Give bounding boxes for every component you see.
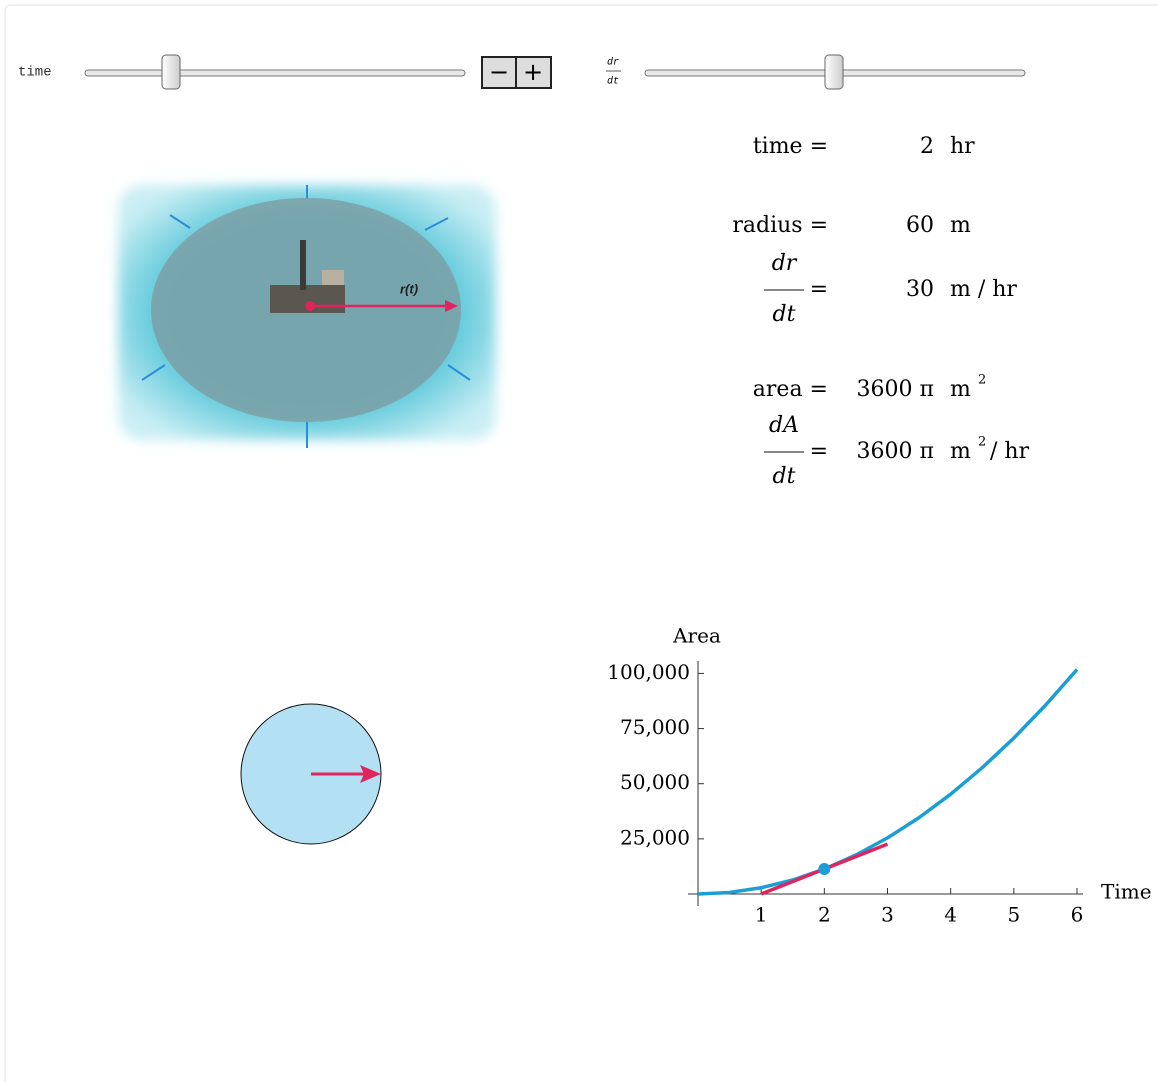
readout-value: 3600 π: [857, 377, 934, 402]
readout-value: 30: [906, 277, 934, 302]
slider-label-denominator: dt: [607, 76, 619, 88]
oil-spill-illustration: r(t): [118, 185, 496, 448]
manipulate-panel: time − + dr dt r(t) time = 2 hr radius = 60 m…: [0, 0, 1158, 1082]
x-tick-label: 3: [881, 903, 894, 927]
slider-label-numerator: dr: [607, 57, 619, 69]
readout-unit-exponent: 2: [978, 435, 986, 450]
page: time − + dr dt r(t) time = 2 hr radius = 60 m…: [0, 0, 1158, 1082]
current-point: [818, 863, 830, 875]
readout-equals: =: [810, 277, 828, 302]
readout-unit-tail: / hr: [990, 439, 1030, 464]
readout-equals: =: [810, 439, 828, 464]
readout-unit: m / hr: [950, 277, 1017, 302]
readout-unit-exponent: 2: [978, 373, 986, 388]
x-tick-label: 5: [1007, 903, 1020, 927]
readout-unit: m: [950, 377, 971, 402]
minus-label[interactable]: −: [489, 58, 509, 86]
readout-numerator: dr: [772, 251, 798, 276]
readout-label: time =: [753, 134, 828, 159]
x-tick-label: 2: [818, 903, 831, 927]
plus-label[interactable]: +: [523, 58, 543, 86]
slider-label: time: [18, 65, 52, 81]
readout-value: 2: [920, 134, 934, 159]
readout-unit: m: [950, 213, 971, 238]
readout-denominator: dt: [773, 302, 796, 327]
slider-track[interactable]: [85, 70, 465, 76]
readout-denominator: dt: [773, 464, 796, 489]
x-axis-label: Time: [1101, 880, 1152, 904]
readout-value: 60: [906, 213, 934, 238]
y-tick-label: 50,000: [620, 770, 690, 794]
frame: [5, 5, 1158, 1082]
readout-unit: m: [950, 439, 971, 464]
y-tick-label: 75,000: [620, 715, 690, 739]
readout-label: radius =: [732, 213, 828, 238]
readout-numerator: dA: [769, 413, 799, 438]
readout-unit: hr: [950, 134, 975, 159]
slider-thumb[interactable]: [162, 55, 180, 89]
y-tick-label: 100,000: [607, 660, 690, 684]
y-axis-label: Area: [672, 624, 721, 648]
x-tick-label: 1: [755, 903, 768, 927]
radius-label: r(t): [400, 281, 418, 296]
readout-value: 3600 π: [857, 439, 934, 464]
slider-thumb[interactable]: [825, 55, 843, 89]
readout-label: area =: [753, 377, 828, 402]
x-tick-label: 4: [944, 903, 957, 927]
y-tick-label: 25,000: [620, 825, 690, 849]
x-tick-label: 6: [1071, 903, 1084, 927]
